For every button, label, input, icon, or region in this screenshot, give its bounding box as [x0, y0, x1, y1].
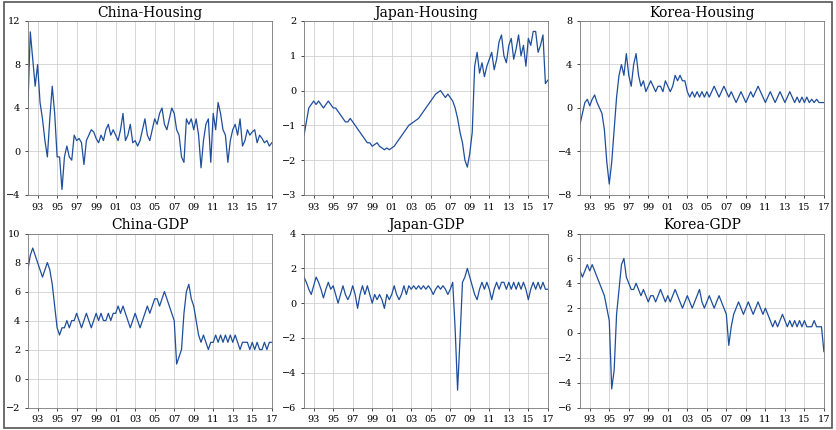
- Title: Japan-GDP: Japan-GDP: [388, 218, 464, 232]
- Title: China-Housing: China-Housing: [97, 6, 202, 20]
- Title: Japan-Housing: Japan-Housing: [374, 6, 478, 20]
- Title: China-GDP: China-GDP: [111, 218, 189, 232]
- Title: Korea-GDP: Korea-GDP: [663, 218, 741, 232]
- Title: Korea-Housing: Korea-Housing: [650, 6, 755, 20]
